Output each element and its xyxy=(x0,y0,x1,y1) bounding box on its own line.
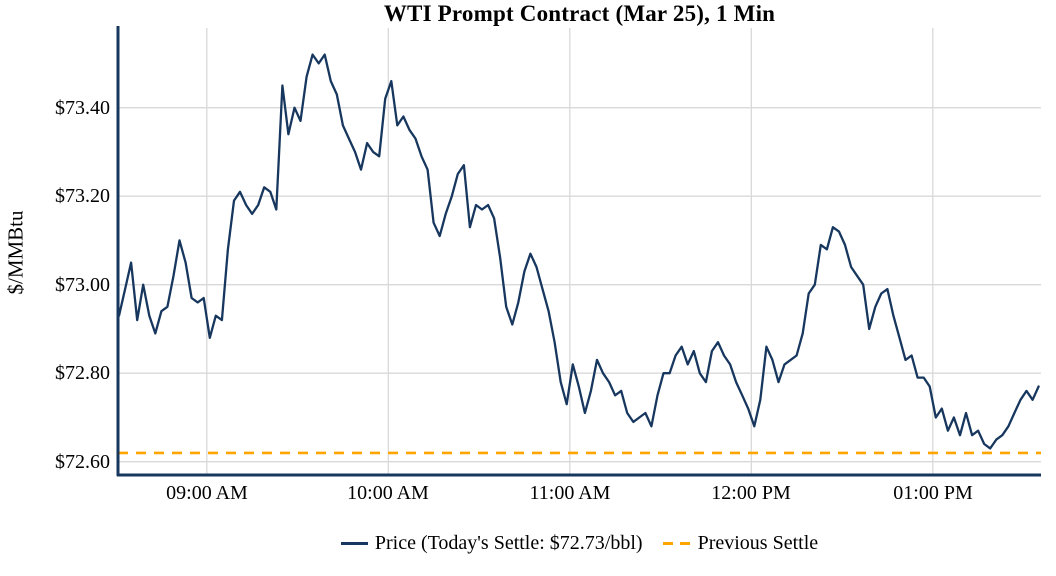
legend-price-label: Price (Today's Settle: $72.73/bbl) xyxy=(374,532,643,554)
previous-settle-swatch-icon xyxy=(662,542,691,545)
x-tick-label: 01:00 PM xyxy=(893,482,973,504)
legend: Price (Today's Settle: $72.73/bbl) Previ… xyxy=(118,532,1041,555)
price-line-swatch-icon xyxy=(340,542,368,545)
x-tick-label: 10:00 AM xyxy=(347,482,429,504)
x-tick-label: 12:00 PM xyxy=(711,482,791,504)
y-tick-label: $72.80 xyxy=(55,362,110,384)
chart-title: WTI Prompt Contract (Mar 25), 1 Min xyxy=(383,1,776,26)
legend-previous-settle-label: Previous Settle xyxy=(697,532,819,554)
y-tick-label: $73.40 xyxy=(55,97,110,119)
y-tick-label: $73.20 xyxy=(55,185,110,207)
y-tick-label: $72.60 xyxy=(55,451,110,473)
y-tick-label: $73.00 xyxy=(55,274,110,296)
x-tick-label: 09:00 AM xyxy=(166,482,248,504)
x-tick-label: 11:00 AM xyxy=(529,482,611,504)
